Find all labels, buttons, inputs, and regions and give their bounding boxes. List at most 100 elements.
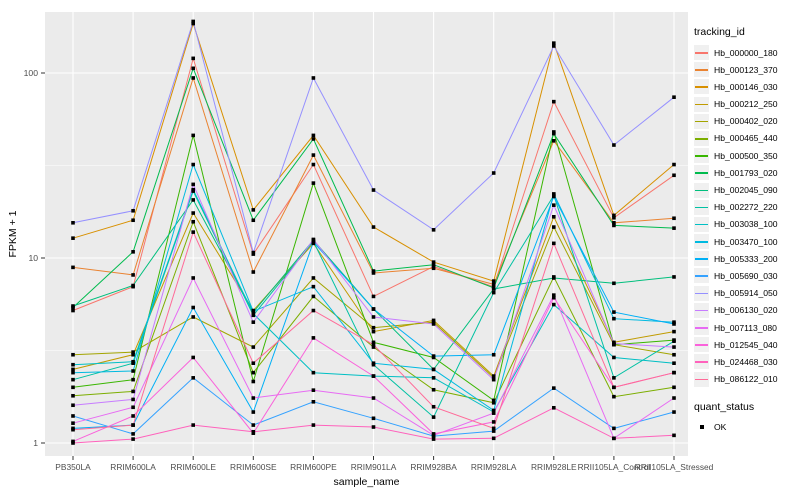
legend: tracking_id Hb_000000_180 Hb_000123_370 Hb… xyxy=(694,26,798,437)
data-point xyxy=(251,270,256,274)
data-point xyxy=(431,367,436,372)
data-point xyxy=(191,376,195,380)
legend-item-Hb_000212_250: Hb_000212_250 xyxy=(694,96,798,112)
data-point xyxy=(371,425,376,429)
legend-key-line-icon xyxy=(694,354,709,370)
data-point xyxy=(71,441,75,445)
data-point xyxy=(311,388,316,392)
data-point xyxy=(251,309,256,314)
legend-item-label: Hb_000146_030 xyxy=(714,81,778,92)
data-point xyxy=(251,423,256,427)
legend-item-label: Hb_003038_100 xyxy=(714,219,778,230)
data-point xyxy=(612,385,616,390)
data-point xyxy=(491,411,496,415)
data-point xyxy=(191,187,195,192)
data-point xyxy=(672,275,676,279)
legend-item-label: Hb_006130_020 xyxy=(714,305,778,316)
data-point xyxy=(431,262,436,267)
legend-key-line-icon xyxy=(694,320,709,335)
legend-item-Hb_002045_090: Hb_002045_090 xyxy=(694,182,798,198)
legend-key-line-icon xyxy=(694,285,709,301)
legend-separator xyxy=(694,389,798,401)
data-point xyxy=(71,421,75,425)
data-point xyxy=(672,339,676,344)
data-point xyxy=(672,433,676,438)
data-point xyxy=(191,76,195,80)
data-point xyxy=(131,359,135,364)
data-point xyxy=(251,250,256,255)
legend-key-line-icon xyxy=(694,199,709,215)
data-point xyxy=(612,341,616,346)
x-axis-title: sample_name xyxy=(333,476,400,488)
data-point xyxy=(491,420,496,424)
data-point xyxy=(191,355,195,360)
x-tick-label: RRII105LA_Stressed xyxy=(635,462,714,472)
y-tick-label: 10 xyxy=(28,253,38,263)
data-point xyxy=(311,162,316,167)
data-point xyxy=(251,311,256,316)
legend-item-label: Hb_000123_370 xyxy=(714,64,778,75)
data-point xyxy=(251,370,256,375)
data-point xyxy=(431,404,436,409)
legend-item-Hb_005333_200: Hb_005333_200 xyxy=(694,251,798,267)
data-point xyxy=(431,376,436,380)
legend-item-label: Hb_012545_040 xyxy=(714,339,778,350)
data-point xyxy=(71,403,75,408)
black-square-point-icon xyxy=(694,419,709,435)
data-point xyxy=(672,361,676,365)
legend-key-line-icon xyxy=(694,79,709,95)
y-tick-label: 100 xyxy=(24,68,39,78)
legend-key-line-icon xyxy=(694,337,709,353)
data-point xyxy=(71,236,75,240)
legend-item-Hb_000500_350: Hb_000500_350 xyxy=(694,148,798,164)
data-point xyxy=(552,302,556,307)
data-point xyxy=(311,284,316,289)
data-point xyxy=(431,432,436,436)
data-point xyxy=(431,415,436,419)
data-point xyxy=(131,397,135,402)
data-point xyxy=(612,355,616,360)
data-point xyxy=(612,213,616,218)
data-point xyxy=(371,374,376,378)
data-point xyxy=(491,400,496,405)
data-point xyxy=(311,423,316,427)
x-tick-label: RRIM600LA xyxy=(110,462,156,472)
legend-item-Hb_000123_370: Hb_000123_370 xyxy=(694,62,798,78)
data-point xyxy=(311,181,316,185)
legend-item-label: Hb_000500_350 xyxy=(714,150,778,161)
data-point xyxy=(371,225,376,229)
data-point xyxy=(491,376,496,380)
data-point xyxy=(251,345,256,349)
legend-item-Hb_000465_440: Hb_000465_440 xyxy=(694,130,798,146)
x-tick-label: RRIM928LA xyxy=(471,462,517,472)
data-point xyxy=(371,361,376,365)
data-point xyxy=(131,369,135,373)
legend-key-line-icon xyxy=(694,96,709,112)
data-point xyxy=(672,95,676,99)
legend-item-Hb_086122_010: Hb_086122_010 xyxy=(694,371,798,387)
legend-item-Hb_003038_100: Hb_003038_100 xyxy=(694,216,798,232)
y-axis-title: FPKM + 1 xyxy=(7,210,19,258)
data-point xyxy=(431,228,436,232)
data-point xyxy=(672,173,676,178)
data-point xyxy=(552,293,556,297)
legend-item-label: Hb_024468_030 xyxy=(714,356,778,367)
legend-item-label: Hb_000465_440 xyxy=(714,133,778,144)
data-point xyxy=(491,352,496,357)
x-tick-label: RRIM600SE xyxy=(230,462,277,472)
data-point xyxy=(672,162,676,167)
legend-item-label: Hb_002045_090 xyxy=(714,185,778,195)
data-point xyxy=(431,387,436,392)
data-point xyxy=(672,410,676,414)
legend-item-label: Hb_005690_030 xyxy=(714,270,778,281)
data-point xyxy=(371,315,376,319)
data-point xyxy=(251,379,256,384)
legend-key-line-icon xyxy=(694,302,709,318)
data-point xyxy=(371,294,376,299)
data-point xyxy=(491,171,496,175)
legend-key-line-icon xyxy=(694,113,709,129)
data-point xyxy=(672,396,676,400)
data-point xyxy=(311,76,316,80)
legend-key-line-icon xyxy=(694,251,709,267)
